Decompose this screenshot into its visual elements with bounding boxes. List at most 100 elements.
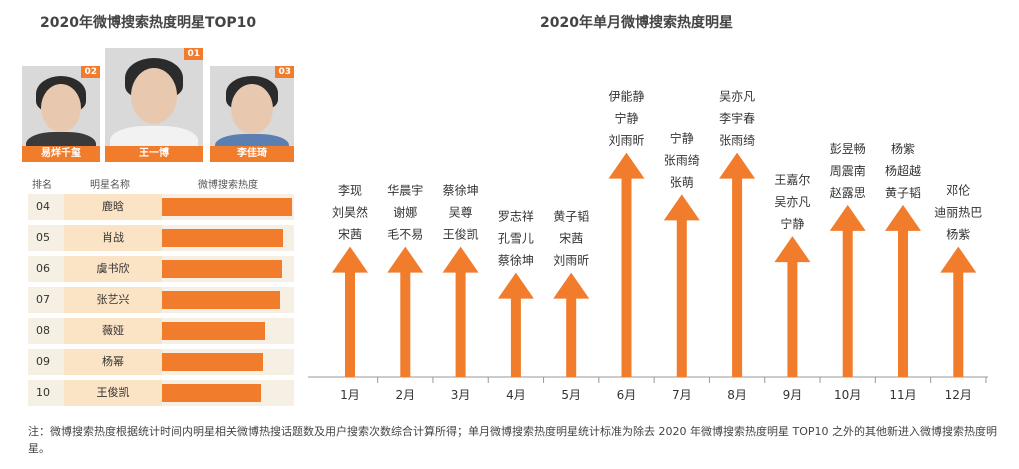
data-label: 蔡徐坤: [443, 183, 479, 198]
table-row: 07 张艺兴: [28, 287, 294, 313]
data-label: 刘雨昕: [608, 134, 644, 148]
x-tick-label: 6月: [617, 388, 637, 402]
data-label: 谢娜: [393, 205, 417, 220]
star-name: 易烊千玺: [22, 146, 100, 162]
data-label: 宋茜: [559, 231, 583, 246]
data-label: 李宇春: [719, 111, 755, 126]
row-name: 王俊凯: [64, 380, 162, 406]
bar-11月: [885, 204, 921, 377]
data-label: 张萌: [670, 175, 694, 189]
star-name: 李佳琦: [210, 146, 294, 162]
table-row: 08 薇娅: [28, 318, 294, 344]
x-tick-label: 7月: [672, 388, 692, 402]
left-title: 2020年微博搜索热度明星TOP10: [40, 15, 257, 31]
avatar-rank-3: 03 李佳琦: [210, 66, 294, 162]
data-label: 邓伦: [946, 183, 970, 198]
data-label: 杨紫: [891, 141, 915, 156]
data-label: 黄子韬: [885, 186, 921, 200]
heat-bar: [162, 322, 265, 340]
rank-badge: 01: [184, 48, 203, 60]
data-label: 宋茜: [338, 227, 362, 242]
data-label: 黄子韬: [553, 210, 589, 224]
data-label: 赵露思: [830, 186, 866, 200]
data-label: 毛不易: [387, 228, 423, 242]
bar-1月: [332, 246, 368, 377]
rank-badge: 03: [275, 66, 294, 78]
row-rank: 06: [36, 262, 50, 275]
row-rank: 10: [36, 386, 50, 399]
heat-bar: [162, 198, 292, 216]
data-label: 迪丽热巴: [934, 206, 982, 220]
row-rank: 07: [36, 293, 50, 306]
data-label: 周震南: [830, 163, 866, 178]
heat-bar: [162, 384, 261, 402]
footnote: 注：微博搜索热度根据统计时间内明星相关微博热搜话题数及用户搜索次数综合计算所得；…: [28, 425, 997, 455]
data-label: 宁静: [780, 216, 804, 231]
heat-bar: [162, 291, 280, 309]
data-label: 宁静: [670, 130, 694, 145]
bar-10月: [829, 204, 866, 377]
heat-bar: [162, 229, 283, 247]
x-tick-label: 5月: [561, 388, 581, 402]
header-name: 明星名称: [90, 180, 130, 191]
x-tick-label: 12月: [945, 388, 972, 402]
rank-badge: 02: [81, 66, 100, 78]
data-label: 彭昱畅: [830, 142, 866, 156]
x-tick-label: 1月: [340, 388, 360, 402]
x-tick-label: 10月: [834, 388, 861, 402]
x-tick-label: 2月: [395, 388, 415, 402]
right-title: 2020年单月微博搜索热度明星: [540, 15, 733, 31]
row-name: 肖战: [64, 225, 162, 251]
x-tick-label: 9月: [783, 388, 803, 402]
row-name: 虞书欣: [64, 256, 162, 282]
data-label: 王嘉尔: [774, 172, 810, 187]
avatar-rank-1: 01 王一博: [105, 48, 203, 162]
data-label: 杨紫: [946, 227, 970, 242]
avatar-rank-2: 02 易烊千玺: [22, 66, 100, 162]
row-rank: 08: [36, 324, 50, 337]
data-label: 吴亦凡: [774, 194, 810, 209]
x-tick-label: 3月: [451, 388, 471, 402]
data-label: 李现: [338, 183, 362, 198]
table-row: 10 王俊凯: [28, 380, 294, 406]
bar-9月: [774, 236, 811, 377]
data-label: 蔡徐坤: [498, 253, 534, 268]
table-row: 04 鹿晗: [28, 194, 294, 220]
data-label: 华晨宇: [387, 184, 423, 198]
table-row: 06 虞书欣: [28, 256, 294, 282]
bar-3月: [442, 246, 479, 377]
bar-6月: [608, 152, 645, 377]
data-label: 吴尊: [449, 205, 473, 220]
bar-2月: [387, 246, 424, 377]
data-label: 张雨绮: [664, 153, 700, 167]
star-name: 王一博: [105, 146, 203, 162]
header-heat: 微博搜索热度: [198, 180, 258, 191]
row-rank: 09: [36, 355, 50, 368]
heat-bar: [162, 260, 282, 278]
row-rank: 04: [36, 200, 50, 213]
row-name: 鹿晗: [64, 194, 162, 220]
row-name: 薇娅: [64, 318, 162, 344]
data-label: 孔雪儿: [498, 232, 534, 246]
x-tick-label: 11月: [889, 388, 916, 402]
data-label: 杨超越: [885, 163, 921, 178]
data-label: 罗志祥: [498, 210, 534, 224]
heat-bar: [162, 353, 263, 371]
data-label: 张雨绮: [719, 134, 755, 148]
row-name: 张艺兴: [64, 287, 162, 313]
data-label: 刘昊然: [332, 205, 368, 220]
bar-5月: [553, 272, 590, 377]
bar-12月: [940, 246, 977, 377]
data-label: 伊能静: [608, 90, 644, 104]
table-row: 09 杨幂: [28, 349, 294, 375]
bar-4月: [497, 272, 534, 377]
x-tick-label: 8月: [727, 388, 747, 402]
bar-8月: [719, 152, 756, 377]
row-name: 杨幂: [64, 349, 162, 375]
data-label: 宁静: [614, 111, 638, 126]
table-row: 05 肖战: [28, 225, 294, 251]
data-label: 吴亦凡: [719, 89, 755, 104]
x-tick-label: 4月: [506, 388, 526, 402]
monthly-chart: 1月李现刘昊然宋茜2月华晨宇谢娜毛不易3月蔡徐坤吴尊王俊凯4月罗志祥孔雪儿蔡徐坤…: [308, 89, 988, 402]
data-label: 王俊凯: [443, 227, 479, 242]
